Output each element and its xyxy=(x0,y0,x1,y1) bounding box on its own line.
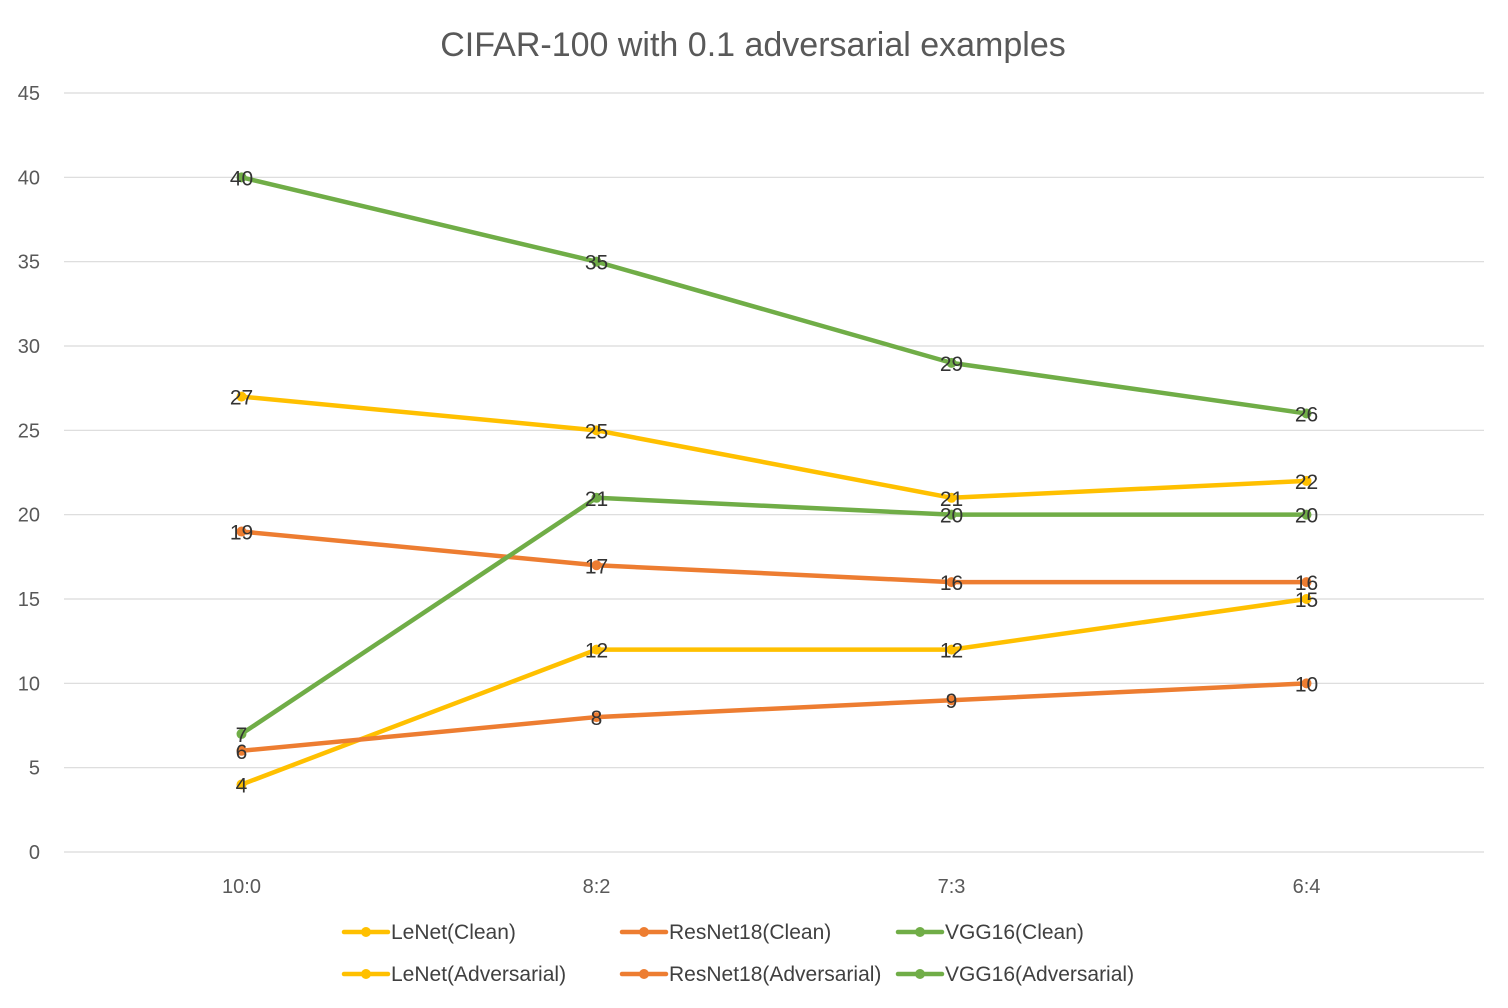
legend-label-vgg16-adversarial: VGG16(Adversarial) xyxy=(945,963,1134,986)
y-tick-label: 30 xyxy=(18,336,40,358)
legend-label-resnet18-clean: ResNet18(Clean) xyxy=(669,921,831,944)
data-label-resnet18-adversarial: 8 xyxy=(591,707,603,730)
y-tick-label: 20 xyxy=(18,505,40,527)
data-point-resnet18-clean xyxy=(591,560,602,571)
data-label-lenet-adversarial: 4 xyxy=(236,775,248,798)
data-point-resnet18-clean xyxy=(236,526,247,537)
series-line-resnet18-clean xyxy=(239,529,1309,585)
data-point-vgg16-adversarial xyxy=(946,509,957,520)
legend-label-resnet18-adversarial: ResNet18(Adversarial) xyxy=(669,963,881,986)
x-axis: 10:0 8:2 7:3 6:4 xyxy=(222,876,1320,898)
data-label-vgg16-adversarial: 21 xyxy=(585,488,608,511)
plot-area xyxy=(236,172,1312,790)
data-label-resnet18-adversarial: 10 xyxy=(1295,673,1318,696)
data-point-resnet18-clean xyxy=(1301,577,1312,588)
data-point-vgg16-adversarial xyxy=(236,728,247,739)
data-point-vgg16-clean xyxy=(1301,408,1312,419)
data-label-lenet-adversarial: 12 xyxy=(585,640,608,663)
y-tick-label: 45 xyxy=(18,83,40,105)
data-label-resnet18-clean: 19 xyxy=(230,522,253,545)
legend-marker-lenet-clean xyxy=(361,927,371,937)
series-line-resnet18-adversarial xyxy=(239,681,1309,754)
y-tick-label: 0 xyxy=(29,842,40,864)
data-label-lenet-adversarial: 15 xyxy=(1295,589,1318,612)
data-point-lenet-adversarial xyxy=(236,779,247,790)
data-label-lenet-adversarial: 12 xyxy=(940,640,963,663)
data-point-resnet18-adversarial xyxy=(591,712,602,723)
data-point-vgg16-adversarial xyxy=(591,492,602,503)
series-line-lenet-clean xyxy=(239,394,1309,501)
x-tick-label: 10:0 xyxy=(222,876,261,898)
data-label-resnet18-clean: 17 xyxy=(585,555,608,578)
data-point-resnet18-adversarial xyxy=(236,745,247,756)
data-label-vgg16-clean: 26 xyxy=(1295,403,1318,426)
y-tick-label: 5 xyxy=(29,758,40,780)
data-label-resnet18-adversarial: 6 xyxy=(236,741,248,764)
data-label-lenet-clean: 22 xyxy=(1295,471,1318,494)
data-point-vgg16-clean xyxy=(946,357,957,368)
series-line-lenet-adversarial xyxy=(239,596,1309,787)
y-tick-label: 35 xyxy=(18,252,40,274)
legend-label-vgg16-clean: VGG16(Clean) xyxy=(945,921,1084,944)
y-tick-label: 10 xyxy=(18,673,40,695)
data-label-resnet18-adversarial: 9 xyxy=(946,690,958,713)
data-label-lenet-clean: 27 xyxy=(230,387,253,410)
y-tick-label: 25 xyxy=(18,420,40,442)
data-point-lenet-adversarial xyxy=(946,644,957,655)
x-tick-label: 8:2 xyxy=(583,876,611,898)
data-label-vgg16-clean: 29 xyxy=(940,353,963,376)
y-tick-label: 40 xyxy=(18,167,40,189)
data-label-vgg16-adversarial: 7 xyxy=(236,724,248,747)
grid-lines xyxy=(64,92,1484,853)
data-label-vgg16-adversarial: 20 xyxy=(1295,505,1318,528)
chart-title: CIFAR-100 with 0.1 adversarial examples xyxy=(440,26,1066,64)
data-point-lenet-clean xyxy=(1301,475,1312,486)
legend-marker-resnet18-adversarial xyxy=(639,969,649,979)
y-axis: 0 5 10 15 20 25 30 35 40 45 xyxy=(18,83,40,864)
data-point-vgg16-clean xyxy=(236,172,247,183)
legend-marker-lenet-adversarial xyxy=(361,969,371,979)
legend-marker-resnet18-clean xyxy=(639,927,649,937)
x-tick-label: 6:4 xyxy=(1293,876,1321,898)
data-point-resnet18-adversarial xyxy=(946,695,957,706)
series-line-vgg16-adversarial xyxy=(239,495,1309,737)
legend-marker-vgg16-adversarial xyxy=(915,969,925,979)
series-line-vgg16-clean xyxy=(239,175,1309,416)
data-point-resnet18-clean xyxy=(946,577,957,588)
data-point-lenet-adversarial xyxy=(1301,594,1312,604)
data-label-vgg16-clean: 35 xyxy=(585,252,608,275)
legend-marker-vgg16-clean xyxy=(915,927,925,937)
data-label-resnet18-clean: 16 xyxy=(1295,572,1318,595)
data-label-vgg16-adversarial: 20 xyxy=(940,505,963,528)
data-label-vgg16-clean: 40 xyxy=(230,167,253,190)
y-tick-label: 15 xyxy=(18,589,40,611)
data-label-resnet18-clean: 16 xyxy=(940,572,963,595)
data-point-resnet18-adversarial xyxy=(1301,678,1312,689)
data-point-lenet-adversarial xyxy=(591,644,602,655)
data-point-vgg16-adversarial xyxy=(1301,509,1312,520)
data-label-lenet-clean: 21 xyxy=(940,488,963,511)
legend-label-lenet-clean: LeNet(Clean) xyxy=(391,921,516,944)
data-point-lenet-clean xyxy=(946,492,957,503)
data-point-lenet-clean xyxy=(236,391,247,402)
data-label-lenet-clean: 25 xyxy=(585,420,608,443)
x-tick-label: 7:3 xyxy=(938,876,966,898)
data-point-lenet-clean xyxy=(591,425,602,436)
legend: LeNet(Clean) ResNet18(Clean) VGG16(Clean) L… xyxy=(341,921,1134,986)
legend-label-lenet-adversarial: LeNet(Adversarial) xyxy=(391,963,566,986)
data-point-vgg16-clean xyxy=(591,256,602,267)
